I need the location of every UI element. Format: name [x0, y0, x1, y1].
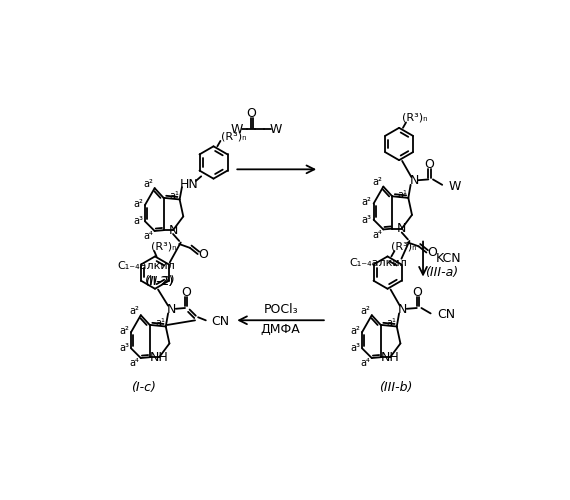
- Text: (R³)ₙ: (R³)ₙ: [151, 242, 177, 252]
- Text: O: O: [413, 286, 422, 299]
- Text: N: N: [398, 303, 408, 316]
- Text: a³: a³: [350, 344, 360, 353]
- Text: a²: a²: [360, 306, 370, 316]
- Text: a⁴: a⁴: [360, 358, 370, 368]
- Text: a¹: a¹: [155, 318, 165, 328]
- Text: O: O: [427, 246, 437, 259]
- Text: a⁴: a⁴: [372, 230, 382, 240]
- Text: (II-2): (II-2): [145, 276, 174, 288]
- Text: (III-b): (III-b): [380, 381, 413, 394]
- Text: a¹: a¹: [169, 192, 179, 202]
- Text: a¹: a¹: [386, 318, 396, 328]
- Text: W: W: [270, 123, 282, 136]
- Text: (R³)ₙ: (R³)ₙ: [402, 113, 428, 123]
- Text: W: W: [230, 123, 243, 136]
- Text: POCl₃: POCl₃: [263, 303, 298, 316]
- Text: W: W: [449, 180, 461, 193]
- Text: a²: a²: [143, 178, 153, 188]
- Text: KCN: KCN: [436, 252, 462, 265]
- Text: O: O: [181, 286, 191, 299]
- Text: (R³)ₙ: (R³)ₙ: [221, 132, 247, 141]
- Text: a²: a²: [350, 326, 360, 336]
- Text: ДМФА: ДМФА: [260, 323, 300, 336]
- Text: (III-a): (III-a): [425, 266, 458, 279]
- Text: NH: NH: [150, 350, 169, 364]
- Text: a⁴: a⁴: [143, 232, 153, 241]
- Text: (R³)ₙ: (R³)ₙ: [390, 242, 416, 252]
- Text: (II-2): (II-2): [145, 276, 174, 288]
- Text: a³: a³: [119, 344, 129, 353]
- Text: a²: a²: [129, 306, 139, 316]
- Text: CN: CN: [437, 308, 455, 322]
- Text: a³: a³: [362, 214, 372, 224]
- Text: C₁₋₄алкил: C₁₋₄алкил: [118, 262, 176, 272]
- Text: a¹: a¹: [398, 190, 408, 200]
- Text: a²: a²: [119, 326, 129, 336]
- Text: O: O: [198, 248, 208, 260]
- Text: O: O: [424, 158, 434, 170]
- Text: HN: HN: [180, 178, 198, 190]
- Text: N: N: [397, 222, 406, 235]
- Text: a⁴: a⁴: [129, 358, 139, 368]
- Text: a²: a²: [362, 197, 372, 207]
- Text: NH: NH: [381, 350, 400, 364]
- Text: a³: a³: [133, 216, 143, 226]
- Text: O: O: [246, 106, 256, 120]
- Text: C₁₋₄алкил: C₁₋₄алкил: [349, 258, 407, 268]
- Text: N: N: [167, 303, 177, 316]
- Text: a²: a²: [133, 198, 143, 208]
- Text: N: N: [168, 224, 178, 236]
- Text: CN: CN: [211, 314, 229, 328]
- Text: a²: a²: [372, 177, 382, 187]
- Text: (I-c): (I-c): [131, 381, 156, 394]
- Text: N: N: [410, 174, 419, 188]
